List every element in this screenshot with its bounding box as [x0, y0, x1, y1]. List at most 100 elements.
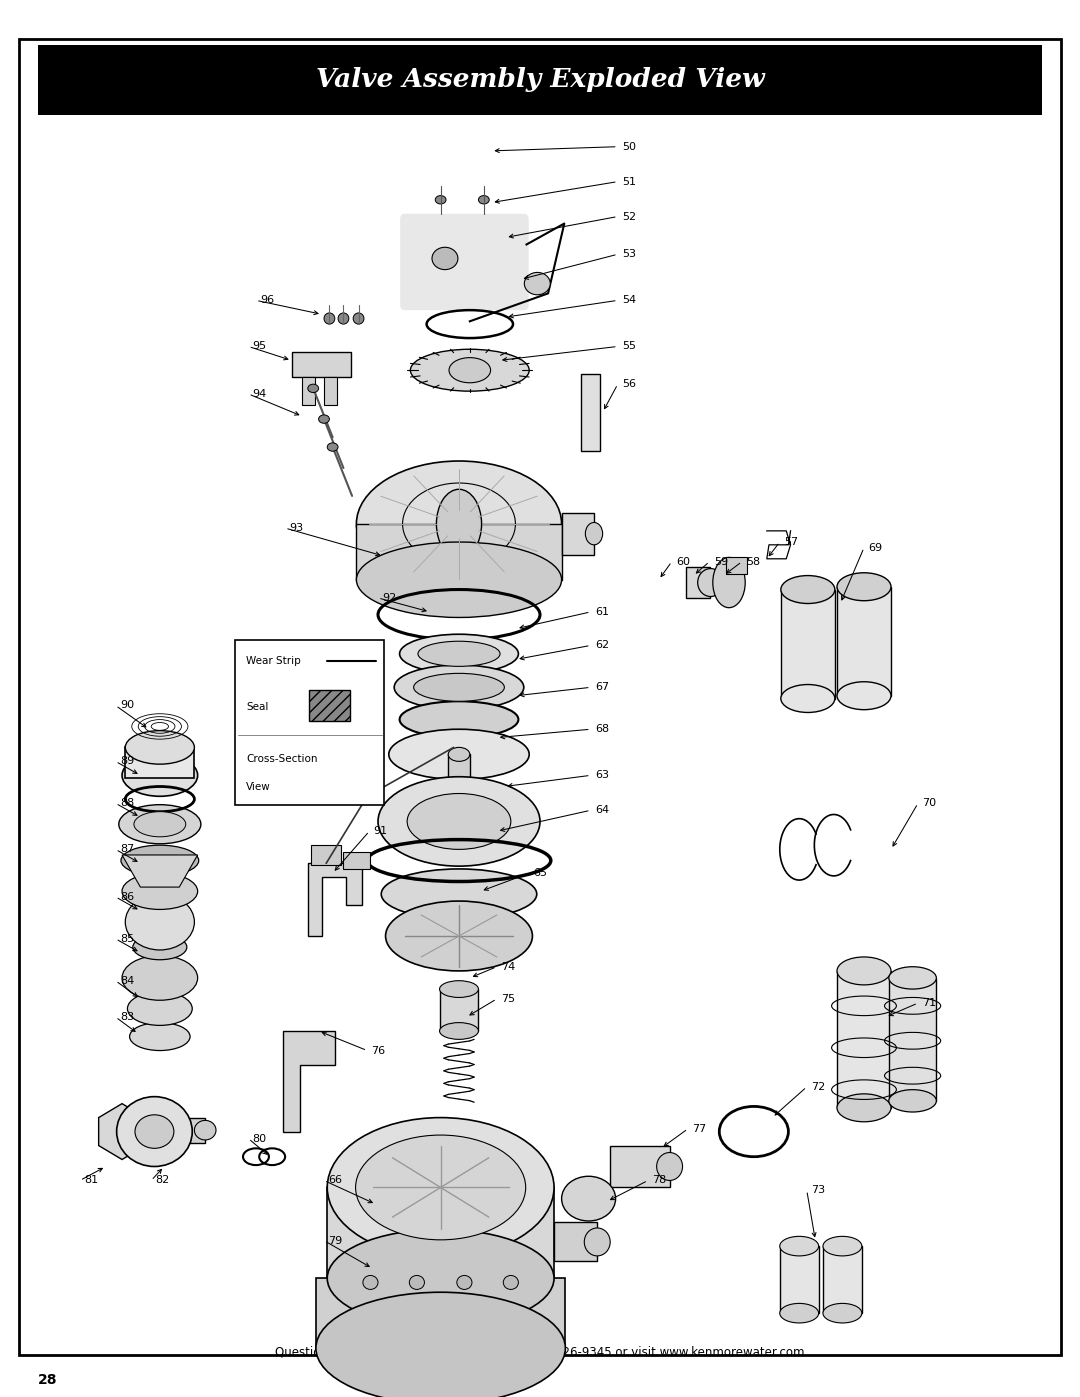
- Ellipse shape: [457, 1275, 472, 1289]
- Bar: [309, 690, 350, 721]
- Bar: [686, 567, 710, 598]
- Ellipse shape: [381, 869, 537, 919]
- Bar: [343, 852, 370, 869]
- Text: 92: 92: [382, 592, 396, 604]
- Ellipse shape: [355, 1134, 526, 1241]
- Ellipse shape: [698, 569, 724, 597]
- Ellipse shape: [125, 894, 194, 950]
- Text: 83: 83: [120, 1011, 134, 1023]
- Bar: [302, 377, 315, 405]
- Text: 80: 80: [253, 1133, 267, 1144]
- Ellipse shape: [119, 805, 201, 844]
- Ellipse shape: [478, 196, 489, 204]
- Text: 76: 76: [372, 1045, 386, 1056]
- Text: View: View: [246, 781, 271, 792]
- Ellipse shape: [400, 701, 518, 738]
- Ellipse shape: [780, 1303, 819, 1323]
- Text: 59: 59: [714, 556, 728, 567]
- Text: 75: 75: [501, 993, 515, 1004]
- Text: 79: 79: [328, 1235, 342, 1246]
- Ellipse shape: [327, 1229, 554, 1327]
- Text: 78: 78: [652, 1175, 666, 1186]
- Text: 96: 96: [260, 295, 274, 306]
- Bar: [311, 845, 341, 865]
- Ellipse shape: [127, 992, 192, 1025]
- Bar: [780, 1246, 819, 1313]
- Ellipse shape: [503, 1275, 518, 1289]
- Ellipse shape: [524, 272, 551, 295]
- Polygon shape: [283, 1031, 335, 1132]
- Text: 52: 52: [622, 211, 636, 222]
- Ellipse shape: [837, 573, 891, 601]
- Ellipse shape: [414, 673, 504, 701]
- Ellipse shape: [823, 1303, 862, 1323]
- Text: 57: 57: [784, 536, 798, 548]
- Text: 65: 65: [534, 868, 548, 879]
- Ellipse shape: [781, 685, 835, 712]
- Ellipse shape: [135, 1115, 174, 1148]
- Ellipse shape: [378, 777, 540, 866]
- Ellipse shape: [356, 461, 562, 587]
- Ellipse shape: [418, 641, 500, 666]
- Ellipse shape: [584, 1228, 610, 1256]
- Bar: [448, 754, 470, 845]
- Text: 56: 56: [622, 379, 636, 390]
- Ellipse shape: [657, 1153, 683, 1180]
- Text: 63: 63: [595, 770, 609, 781]
- Text: 81: 81: [84, 1175, 98, 1186]
- Ellipse shape: [585, 522, 603, 545]
- Ellipse shape: [327, 1118, 554, 1257]
- Ellipse shape: [386, 901, 532, 971]
- Text: 93: 93: [289, 522, 303, 534]
- Text: 94: 94: [253, 388, 267, 400]
- Text: 61: 61: [595, 606, 609, 617]
- Text: 62: 62: [595, 640, 609, 651]
- Bar: [324, 377, 337, 405]
- Ellipse shape: [448, 747, 470, 761]
- Text: 87: 87: [120, 844, 134, 855]
- Polygon shape: [122, 855, 198, 887]
- Text: 58: 58: [746, 556, 760, 567]
- Ellipse shape: [324, 313, 335, 324]
- Text: 85: 85: [120, 933, 134, 944]
- Text: 64: 64: [595, 805, 609, 816]
- Polygon shape: [98, 1104, 146, 1160]
- Ellipse shape: [315, 1292, 566, 1397]
- Ellipse shape: [363, 1275, 378, 1289]
- Text: Wear Strip: Wear Strip: [246, 655, 301, 666]
- Bar: [781, 590, 835, 698]
- Text: 82: 82: [156, 1175, 170, 1186]
- Ellipse shape: [449, 358, 490, 383]
- Bar: [235, 640, 384, 805]
- Bar: [889, 978, 936, 1101]
- Text: 89: 89: [120, 756, 134, 767]
- Bar: [38, 45, 1042, 115]
- Text: 72: 72: [811, 1081, 825, 1092]
- Ellipse shape: [409, 1275, 424, 1289]
- Text: 74: 74: [501, 961, 515, 972]
- Bar: [837, 587, 891, 696]
- Ellipse shape: [410, 349, 529, 391]
- Bar: [356, 524, 562, 580]
- Bar: [837, 971, 891, 1108]
- Text: 55: 55: [622, 341, 636, 352]
- Text: 53: 53: [622, 249, 636, 260]
- Text: 50: 50: [622, 141, 636, 152]
- Text: 95: 95: [253, 341, 267, 352]
- Ellipse shape: [134, 812, 186, 837]
- Bar: [292, 352, 351, 377]
- Bar: [171, 1118, 205, 1143]
- Ellipse shape: [356, 542, 562, 617]
- Text: Cross-Section: Cross-Section: [246, 753, 318, 764]
- Ellipse shape: [121, 845, 199, 876]
- Bar: [726, 557, 747, 574]
- Text: 90: 90: [120, 700, 134, 711]
- Text: 67: 67: [595, 682, 609, 693]
- Ellipse shape: [435, 196, 446, 204]
- Text: 70: 70: [922, 798, 936, 809]
- Ellipse shape: [432, 247, 458, 270]
- Text: 69: 69: [868, 542, 882, 553]
- Text: 88: 88: [120, 798, 134, 809]
- Ellipse shape: [319, 415, 329, 423]
- FancyBboxPatch shape: [400, 214, 529, 310]
